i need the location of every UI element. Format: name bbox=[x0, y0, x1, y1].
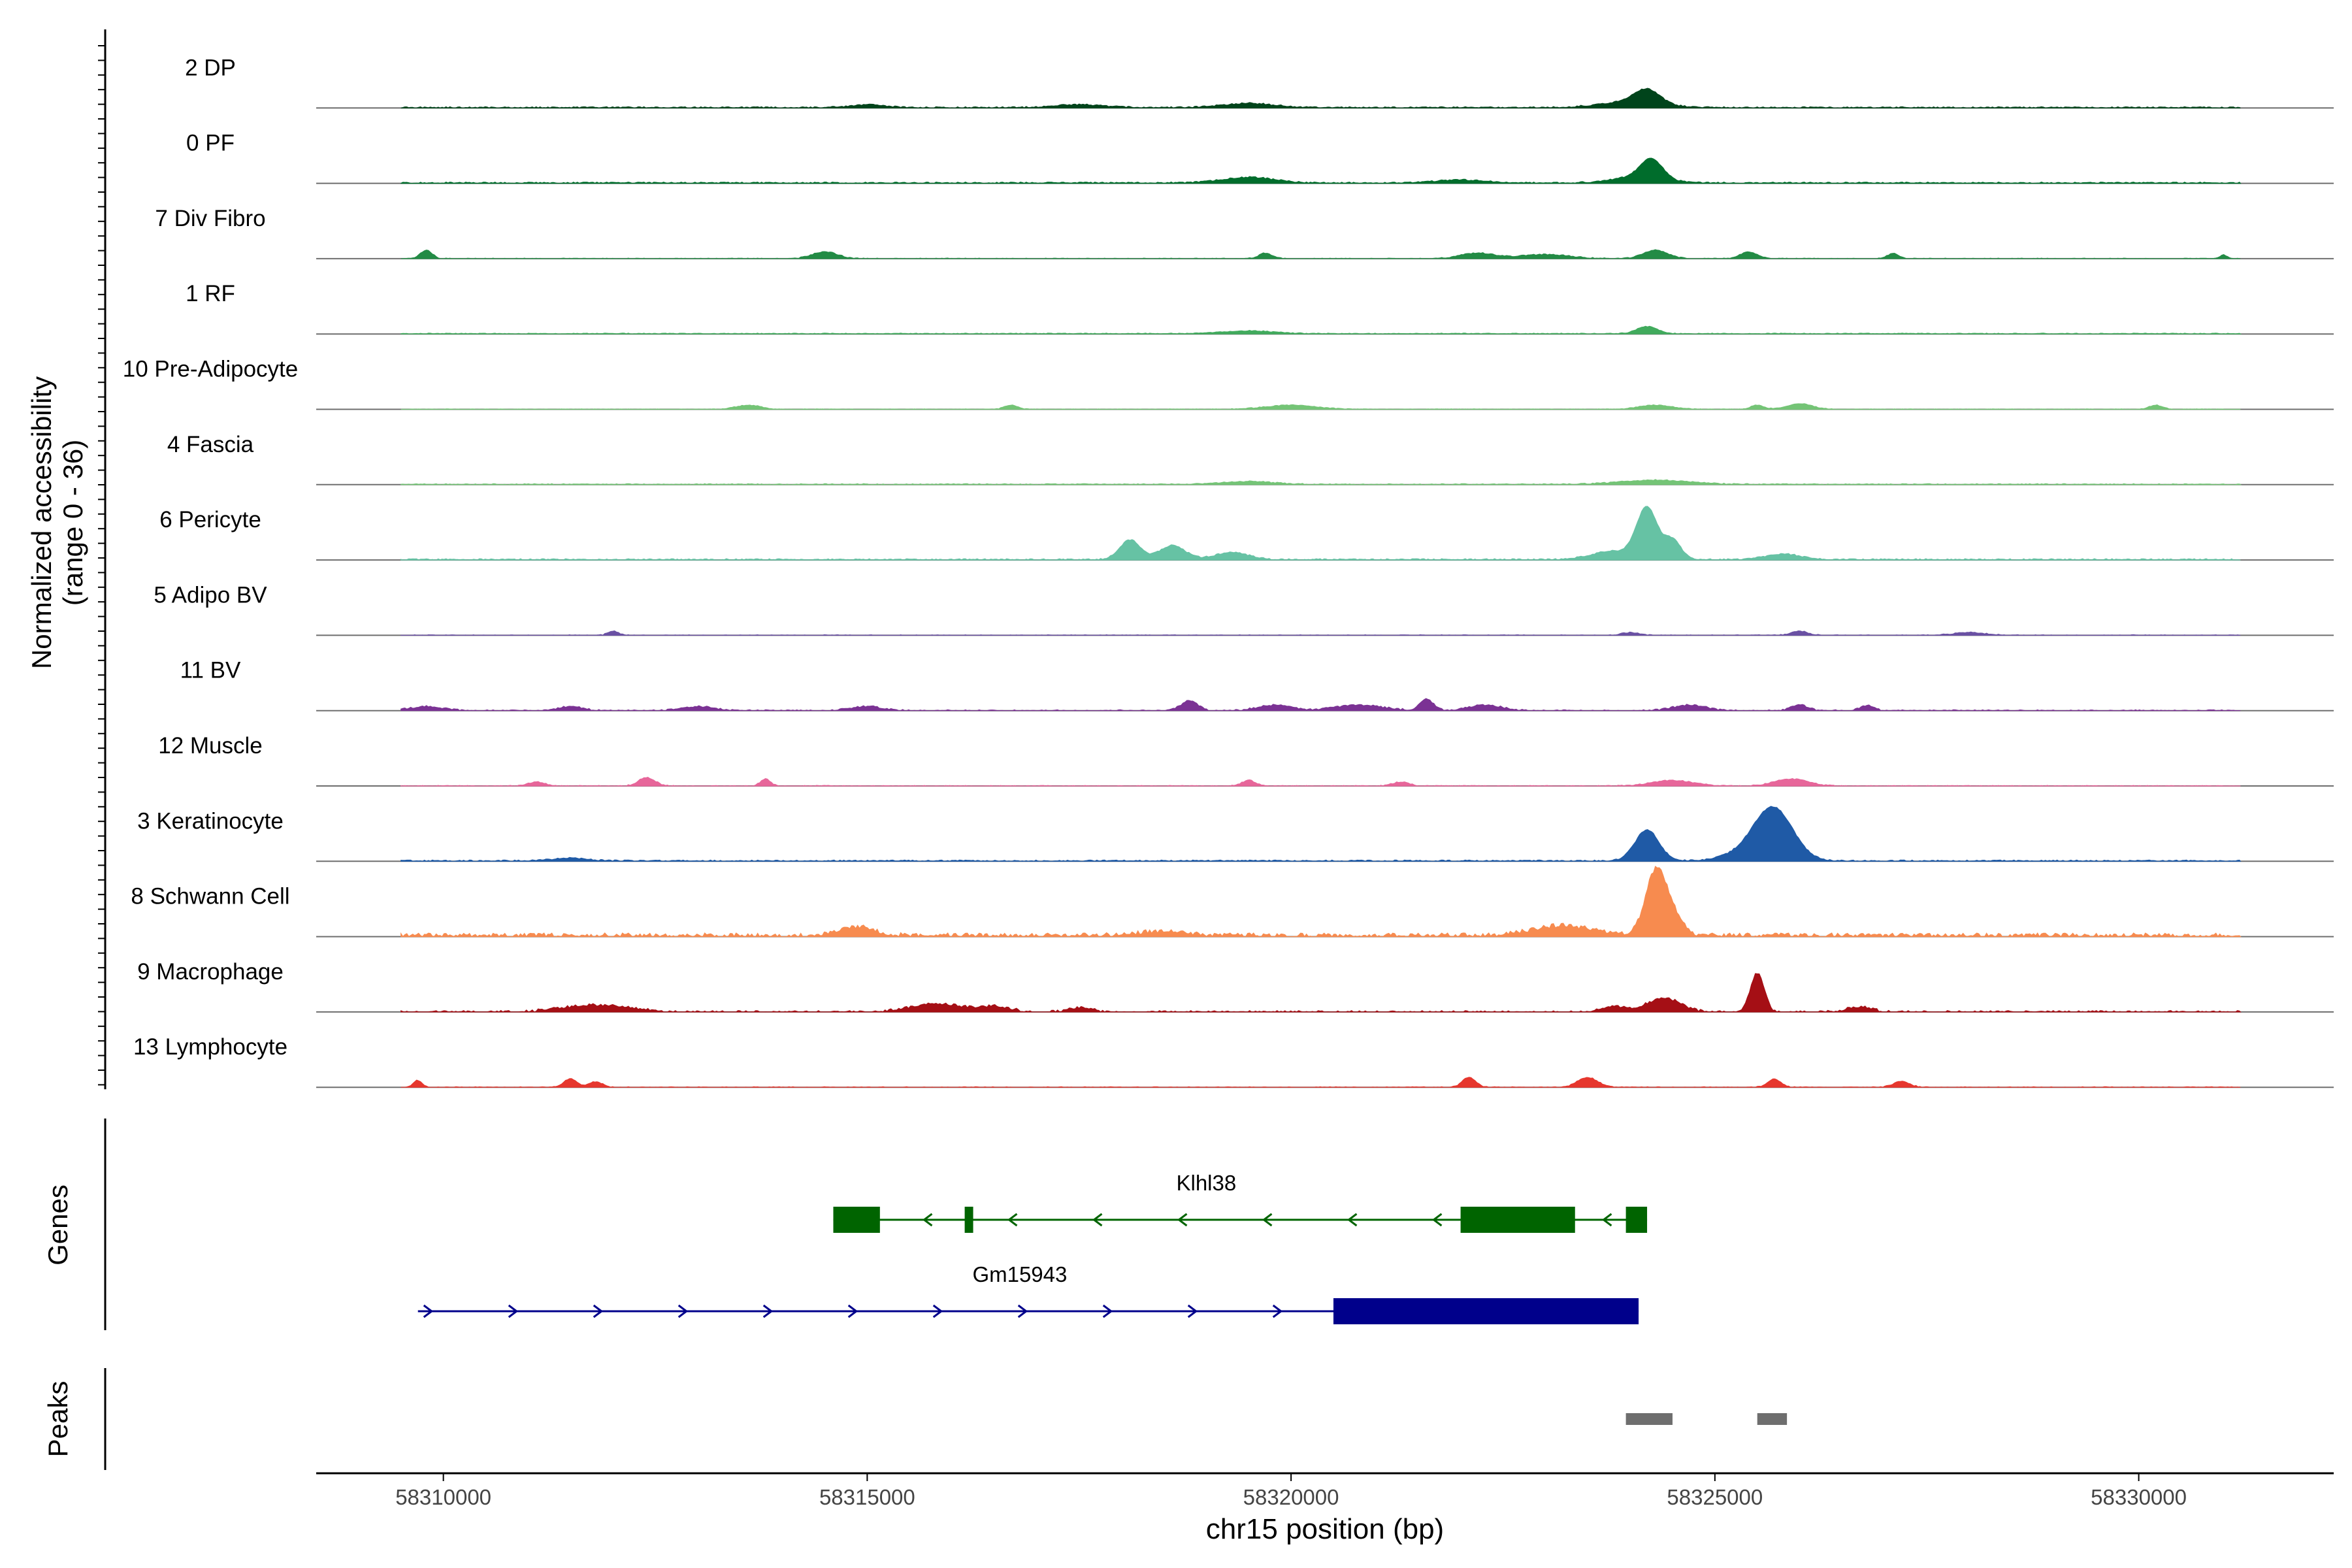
x-tick-label: 58320000 bbox=[1243, 1485, 1339, 1509]
track-3-keratinocyte: 3 Keratinocyte bbox=[137, 806, 2334, 862]
strand-arrow bbox=[1177, 1213, 1188, 1227]
x-tick-label: 58330000 bbox=[2091, 1485, 2187, 1509]
track-8-schwann-cell: 8 Schwann Cell bbox=[131, 866, 2334, 938]
x-tick-label: 58325000 bbox=[1667, 1485, 1763, 1509]
coverage-area bbox=[400, 776, 2241, 787]
x-axis: 58310000 58315000 58320000 58325000 58330000 bbox=[316, 1472, 2334, 1509]
y-axis-title: Normalized accessibility bbox=[26, 376, 57, 669]
track-1-rf: 1 RF bbox=[186, 281, 2334, 335]
track-label: 10 Pre-Adipocyte bbox=[123, 357, 298, 382]
x-tick-label: 58310000 bbox=[395, 1485, 491, 1509]
track-2-dp: 2 DP bbox=[185, 55, 2334, 109]
strand-arrow bbox=[508, 1304, 519, 1318]
strand-arrow bbox=[1102, 1304, 1113, 1318]
strand-arrow bbox=[1347, 1213, 1358, 1227]
gene-exon bbox=[1625, 1207, 1648, 1233]
gene-klhl38: Klhl38 bbox=[833, 1171, 1648, 1233]
coverage-area bbox=[400, 1077, 2241, 1088]
coverage-area bbox=[400, 866, 2242, 938]
track-13-lymphocyte: 13 Lymphocyte bbox=[133, 1034, 2334, 1088]
peak-region bbox=[1757, 1413, 1788, 1425]
strand-arrow bbox=[1187, 1304, 1198, 1318]
track-label: 11 BV bbox=[180, 658, 241, 683]
track-label: 0 PF bbox=[186, 131, 235, 156]
coverage-area bbox=[400, 403, 2241, 410]
track-9-macrophage: 9 Macrophage bbox=[137, 959, 2334, 1013]
genes-panel-title: Genes bbox=[42, 1184, 73, 1266]
coverage-area bbox=[400, 88, 2241, 108]
strand-arrow bbox=[593, 1304, 604, 1318]
coverage-area bbox=[400, 249, 2241, 259]
x-axis-title: chr15 position (bp) bbox=[1206, 1513, 1444, 1545]
strand-arrow bbox=[932, 1304, 943, 1318]
track-0-pf: 0 PF bbox=[186, 131, 2334, 184]
coverage-area bbox=[400, 157, 2242, 184]
track-label: 3 Keratinocyte bbox=[137, 808, 284, 834]
gene-exon bbox=[964, 1207, 973, 1233]
coverage-area bbox=[400, 698, 2241, 711]
track-label: 2 DP bbox=[185, 55, 236, 80]
strand-arrow bbox=[1601, 1213, 1612, 1227]
coverage-area bbox=[400, 325, 2242, 335]
accessibility-tracks: 2 DP 0 PF 7 Div Fibro 1 RF 10 Pre-Adipocyte 4… bbox=[98, 29, 2334, 1090]
peaks-panel: Peaks bbox=[42, 1368, 1788, 1470]
track-6-pericyte: 6 Pericyte bbox=[159, 506, 2334, 561]
coverage-area bbox=[400, 630, 2241, 636]
strand-arrow bbox=[847, 1304, 858, 1318]
coverage-area bbox=[400, 806, 2242, 862]
track-10-pre-adipocyte: 10 Pre-Adipocyte bbox=[123, 357, 2334, 410]
track-label: 13 Lymphocyte bbox=[133, 1034, 287, 1060]
track-11-bv: 11 BV bbox=[180, 658, 2334, 711]
strand-arrow bbox=[1007, 1213, 1018, 1227]
gene-name-label: Klhl38 bbox=[1176, 1171, 1236, 1195]
coverage-area bbox=[400, 506, 2241, 561]
y-axis-label: Normalized accessibility (range 0 - 36) bbox=[26, 376, 88, 669]
gene-gm15943: Gm15943 bbox=[417, 1262, 1639, 1324]
track-label: 4 Fascia bbox=[167, 432, 254, 457]
gene-name-label: Gm15943 bbox=[972, 1262, 1067, 1286]
peaks-panel-title: Peaks bbox=[42, 1381, 73, 1458]
track-label: 6 Pericyte bbox=[159, 507, 261, 532]
peak-region bbox=[1625, 1413, 1673, 1425]
strand-arrow bbox=[1017, 1304, 1028, 1318]
track-7-div-fibro: 7 Div Fibro bbox=[155, 206, 2334, 259]
track-label: 1 RF bbox=[186, 281, 235, 306]
strand-arrow bbox=[678, 1304, 689, 1318]
track-label: 7 Div Fibro bbox=[155, 206, 265, 231]
gene-exon bbox=[1333, 1298, 1639, 1324]
strand-arrow bbox=[423, 1304, 434, 1318]
strand-arrow bbox=[1272, 1304, 1283, 1318]
track-12-muscle: 12 Muscle bbox=[158, 733, 2334, 787]
genes-panel: Genes Klhl38 Gm15943 bbox=[42, 1119, 1648, 1330]
track-label: 9 Macrophage bbox=[137, 959, 284, 985]
strand-arrow bbox=[1092, 1213, 1103, 1227]
x-tick-label: 58315000 bbox=[819, 1485, 915, 1509]
coverage-area bbox=[400, 479, 2242, 485]
strand-arrow bbox=[1431, 1213, 1443, 1227]
gene-exon bbox=[833, 1207, 880, 1233]
track-label: 12 Muscle bbox=[158, 733, 263, 759]
strand-arrow bbox=[922, 1213, 933, 1227]
y-axis-range-label: (range 0 - 36) bbox=[57, 440, 88, 606]
track-5-adipo-bv: 5 Adipo BV bbox=[154, 582, 2334, 636]
strand-arrow bbox=[1262, 1213, 1273, 1227]
strand-arrow bbox=[762, 1304, 774, 1318]
track-4-fascia: 4 Fascia bbox=[167, 432, 2334, 485]
track-label: 5 Adipo BV bbox=[154, 582, 267, 608]
gene-exon bbox=[1460, 1207, 1575, 1233]
coverage-area bbox=[400, 973, 2242, 1013]
track-label: 8 Schwann Cell bbox=[131, 884, 289, 909]
